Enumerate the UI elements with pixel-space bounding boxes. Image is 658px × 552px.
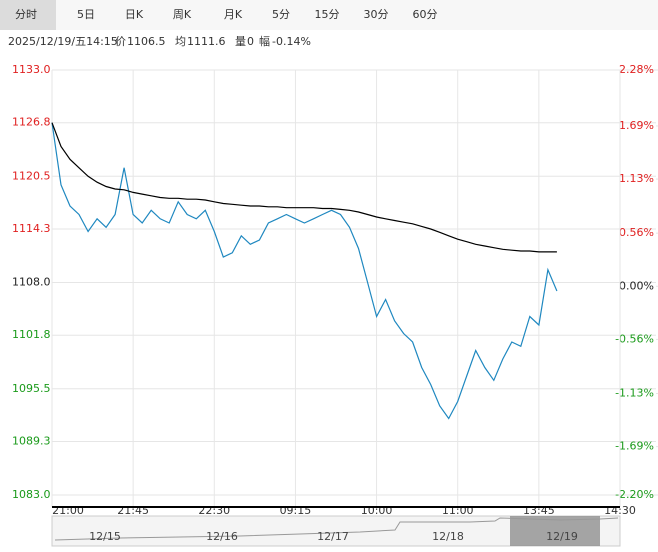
x-tick-label: 11:00 xyxy=(442,504,474,517)
tab[interactable]: 周K xyxy=(173,8,192,21)
info-avg: 1111.6 xyxy=(187,35,226,48)
price-line xyxy=(51,122,557,253)
info-price: 1106.5 xyxy=(127,35,166,48)
y2-tick-label: -1.69% xyxy=(615,440,654,453)
y2-tick-label: 0.00% xyxy=(619,279,654,292)
x-tick-label: 21:45 xyxy=(117,504,149,517)
y2-tick-label: 1.13% xyxy=(619,172,654,185)
navigator-window[interactable] xyxy=(510,516,600,546)
y-tick-label: 1089.3 xyxy=(12,434,51,447)
navigator-label: 12/16 xyxy=(206,530,238,543)
y2-tick-label: -2.20% xyxy=(615,488,654,501)
info-volume-label: 量 xyxy=(235,35,246,48)
info-change: -0.14% xyxy=(272,35,311,48)
y2-tick-label: -0.56% xyxy=(615,332,654,345)
info-price-label: 价 xyxy=(115,35,126,48)
y2-tick-label: 0.56% xyxy=(619,226,654,239)
tab[interactable]: 日K xyxy=(125,8,144,21)
y-tick-label: 1133.0 xyxy=(12,63,51,76)
x-tick-label: 10:00 xyxy=(361,504,393,517)
x-tick-label: 22:30 xyxy=(198,504,230,517)
price-line xyxy=(51,122,558,420)
y-tick-label: 1083.0 xyxy=(12,488,51,501)
navigator-label: 12/19 xyxy=(546,530,578,543)
y-tick-label: 1101.8 xyxy=(12,328,51,341)
x-tick-label: 09:15 xyxy=(280,504,312,517)
navigator-label: 12/15 xyxy=(89,530,121,543)
y-tick-label: 1126.8 xyxy=(12,116,51,129)
info-time: 2025/12/19/五14:15 xyxy=(8,35,118,48)
tab[interactable]: 5日 xyxy=(77,8,95,21)
tab[interactable]: 30分 xyxy=(364,8,389,21)
y-tick-label: 1120.5 xyxy=(12,169,51,182)
y2-tick-label: 1.69% xyxy=(619,119,654,132)
tab[interactable]: 分时 xyxy=(15,8,37,21)
navigator-label: 12/17 xyxy=(317,530,349,543)
y-tick-label: 1095.5 xyxy=(12,382,51,395)
tab[interactable]: 60分 xyxy=(413,8,438,21)
y-tick-label: 1114.3 xyxy=(12,222,51,235)
y2-tick-label: -1.13% xyxy=(615,386,654,399)
x-tick-label: 21:00 xyxy=(52,504,84,517)
y2-tick-label: 2.28% xyxy=(619,63,654,76)
info-volume: 0 xyxy=(247,35,254,48)
info-change-label: 幅 xyxy=(259,35,270,48)
navigator-label: 12/18 xyxy=(432,530,464,543)
tab[interactable]: 月K xyxy=(224,8,243,21)
navigator-line xyxy=(54,517,619,541)
tab-bar xyxy=(0,0,658,30)
tab-selected-bg xyxy=(0,0,56,30)
tab[interactable]: 15分 xyxy=(315,8,340,21)
x-tick-label: 13:45 xyxy=(523,504,555,517)
tab[interactable]: 5分 xyxy=(272,8,290,21)
x-tick-label: 14:30 xyxy=(604,504,636,517)
y-tick-label: 1108.0 xyxy=(12,276,51,289)
info-avg-label: 均 xyxy=(175,35,186,48)
